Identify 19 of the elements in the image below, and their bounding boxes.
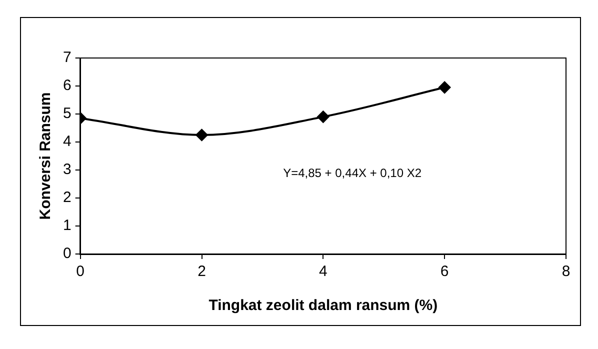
x-tick-label: 8 [562, 263, 570, 280]
y-tick-label: 6 [63, 77, 72, 94]
y-tick-label: 0 [63, 245, 72, 262]
annotation: Y=4,85 + 0,44X + 0,10 X2 [283, 166, 422, 180]
y-tick-label: 5 [63, 105, 72, 122]
x-axis-title: Tingkat zeolit dalam ransum (%) [208, 297, 438, 314]
x-tick-label: 6 [440, 263, 449, 280]
y-tick-label: 3 [63, 161, 72, 178]
point [317, 110, 330, 123]
x-tick-label: 4 [319, 263, 328, 280]
y-tick-label: 4 [63, 133, 72, 150]
y-tick-label: 2 [63, 189, 72, 206]
point [196, 129, 208, 141]
y-tick-label: 7 [63, 49, 72, 66]
y-axis-title: Konversi Ransum [37, 92, 54, 220]
x-tick-label: 2 [198, 263, 206, 280]
point [438, 81, 451, 94]
y-tick-label: 1 [63, 217, 72, 234]
x-tick-label: 0 [76, 263, 85, 280]
